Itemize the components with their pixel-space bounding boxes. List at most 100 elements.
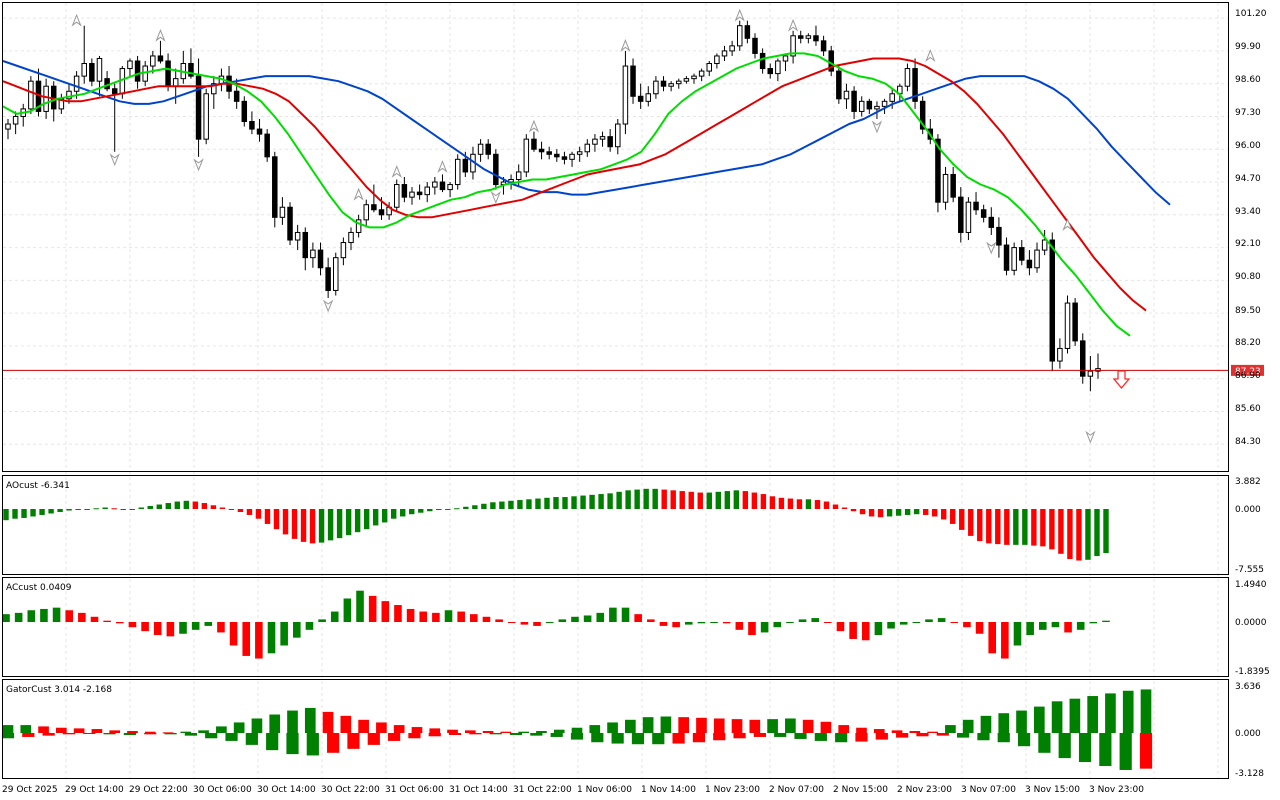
bear-candle <box>104 78 110 90</box>
ao-bar <box>553 497 559 509</box>
bull-candle <box>1041 239 1048 251</box>
bear-candle <box>958 196 964 233</box>
ac-bar <box>824 622 832 623</box>
bear-candle <box>272 156 278 218</box>
ao-bar <box>445 509 451 510</box>
ao-bar <box>679 491 685 509</box>
ac-bar <box>874 622 883 636</box>
ao-bar <box>796 499 803 509</box>
ao-bar <box>733 490 740 509</box>
ao-bar <box>661 489 667 509</box>
fractal-up-icon <box>353 187 364 201</box>
ao-bar <box>724 491 731 509</box>
gator-upper-bar <box>820 721 832 733</box>
time-axis-label: 3 Nov 23:00 <box>1089 785 1144 795</box>
ac-bar <box>1038 622 1047 630</box>
bear-candle <box>935 138 941 203</box>
ac-bar <box>735 622 744 630</box>
ao-bar <box>84 509 90 510</box>
ao-bar <box>490 502 496 509</box>
ao-bar <box>868 509 875 517</box>
gator-upper-bar <box>38 726 49 733</box>
main-price-chart[interactable] <box>5 20 1101 392</box>
bull-candle <box>1034 249 1040 269</box>
bear-candle <box>607 136 613 148</box>
gator-histogram[interactable] <box>1 689 1153 770</box>
bear-candle <box>233 90 240 102</box>
ac-bar <box>558 619 567 622</box>
fractal-up-icon <box>528 119 540 133</box>
bull-candle <box>81 63 87 77</box>
gator-lower-bar <box>408 733 421 739</box>
ao-bar <box>210 505 217 509</box>
gator-lower-bar <box>22 733 35 737</box>
bear-candle <box>767 68 773 75</box>
ao-bar <box>931 509 938 517</box>
ac-bar <box>899 622 908 625</box>
ao-bar <box>120 509 126 510</box>
bull-candle <box>523 138 530 173</box>
gator-lower-bar <box>591 733 604 743</box>
ac-bar <box>836 622 845 632</box>
ac-bar <box>330 611 339 622</box>
ao-bar <box>751 492 758 509</box>
bear-candle <box>264 133 270 158</box>
bull-candle <box>66 90 72 100</box>
ao-histogram[interactable] <box>3 488 1109 561</box>
ao-bar <box>454 508 460 510</box>
bear-candle <box>752 37 758 54</box>
bear-candle <box>1003 244 1010 271</box>
gator-upper-bar <box>233 722 245 733</box>
ao-bar <box>282 509 289 535</box>
ao-bar <box>778 497 785 509</box>
ao-bar <box>318 509 325 543</box>
ao-bar <box>363 509 370 530</box>
price-axis-label: 99.90 <box>1235 42 1261 52</box>
ao-bar <box>1076 509 1082 561</box>
ao-bar <box>625 490 631 509</box>
ac-bar <box>470 614 478 622</box>
price-axis-label: 96.00 <box>1235 141 1261 151</box>
ao-bar <box>409 509 415 515</box>
gator-lower-bar <box>875 733 888 740</box>
ao-bar <box>706 492 712 509</box>
ao-bar <box>39 509 45 515</box>
ao-bar <box>93 508 99 510</box>
ao-bar <box>517 500 523 509</box>
bull-candle <box>424 186 430 196</box>
bear-candle <box>302 231 309 259</box>
ac-bar <box>950 622 959 623</box>
ac-bar <box>1013 622 1022 646</box>
bull-candle <box>736 25 743 47</box>
bear-candle <box>89 63 95 82</box>
gator-lower-bar <box>1078 733 1092 763</box>
ao-axis-min: -7.555 <box>1235 565 1264 575</box>
ao-bar <box>697 492 703 509</box>
ao-bar <box>904 509 911 515</box>
gator-upper-bar <box>198 730 209 733</box>
ac-bar <box>432 612 440 622</box>
gator-upper-bar <box>980 715 992 733</box>
ao-panel-title: AOcust -6.341 <box>6 481 70 491</box>
gator-panel-frame <box>2 679 1229 779</box>
ao-bar <box>877 509 884 518</box>
fractal-up-icon <box>155 28 166 42</box>
ac-histogram[interactable] <box>2 590 1110 659</box>
fractal-down-icon <box>1085 430 1096 444</box>
fractal-down-icon <box>871 120 883 134</box>
ac-bar <box>596 612 605 622</box>
bull-candle <box>1095 368 1101 372</box>
ao-bar <box>1103 509 1109 554</box>
ao-bar <box>174 501 181 509</box>
bull-candle <box>43 85 49 112</box>
gator-lower-bar <box>936 733 949 736</box>
ac-bar <box>255 622 263 659</box>
ao-bar <box>913 509 920 515</box>
ao-bar <box>499 501 505 509</box>
ao-bar <box>769 496 776 509</box>
gator-upper-bar <box>1087 696 1098 733</box>
ac-bar <box>621 607 630 622</box>
ac-bar <box>242 622 251 656</box>
bear-candle <box>493 153 499 186</box>
